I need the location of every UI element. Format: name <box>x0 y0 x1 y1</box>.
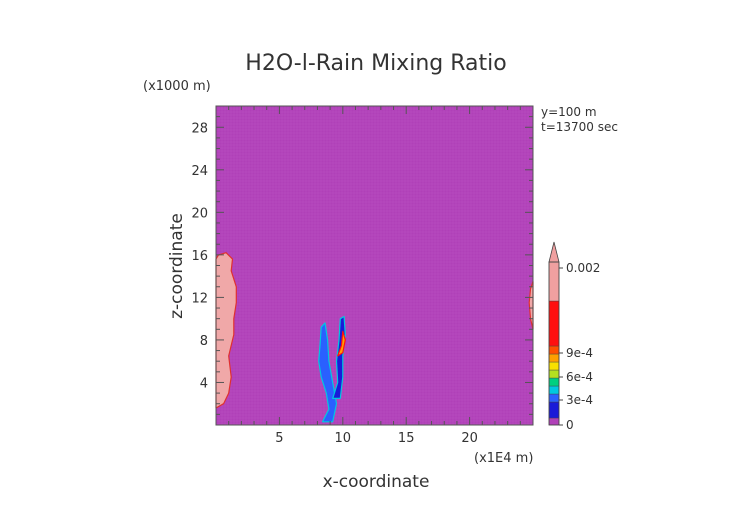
x-tick-label: 20 <box>461 431 478 446</box>
x-tick-label: 10 <box>335 431 352 446</box>
colorbar-frame <box>548 261 560 426</box>
x-unit-label: (x1E4 m) <box>474 451 533 466</box>
colorbar-band <box>548 261 560 302</box>
colorbar-label: 6e-4 <box>566 370 593 384</box>
colorbar-label: 0 <box>566 418 574 432</box>
info-line-t: t=13700 sec <box>541 120 618 134</box>
colorbar-band <box>548 353 560 363</box>
central-rain-shaft-3 <box>337 330 346 357</box>
y-axis-ticks: 4 8 12 16 20 24 28 <box>191 116 533 415</box>
x-tick-label: 5 <box>275 431 283 446</box>
chart-title: H2O-l-Rain Mixing Ratio <box>245 51 506 76</box>
colorbar-band <box>548 417 560 426</box>
y-tick-label: 28 <box>191 121 208 136</box>
colorbar-band <box>548 345 560 355</box>
colorbar-label: 9e-4 <box>566 346 593 360</box>
info-line-y: y=100 m <box>541 105 597 119</box>
colorbar-band <box>548 361 560 371</box>
colorbar-band <box>548 377 560 387</box>
y-axis-label: z-coordinate <box>167 213 187 319</box>
plot-area <box>215 105 534 426</box>
colorbar-label: 3e-4 <box>566 393 593 407</box>
x-axis-label: x-coordinate <box>323 472 430 492</box>
left-edge-rain-core <box>215 252 237 409</box>
colorbar-band <box>548 300 560 347</box>
central-rain-shaft-1 <box>318 322 338 423</box>
x-axis-ticks: 5 10 15 20 <box>228 106 521 446</box>
colorbar-band <box>548 369 560 379</box>
colorbar-band <box>548 385 560 395</box>
colorbar-label: 0.002 <box>566 261 600 275</box>
colorbar-band <box>548 393 560 403</box>
colorbar-band <box>548 401 560 419</box>
y-unit-label: (x1000 m) <box>143 79 211 94</box>
y-tick-label: 20 <box>191 206 208 221</box>
y-tick-label: 4 <box>200 376 208 391</box>
y-tick-label: 8 <box>200 334 208 349</box>
y-tick-label: 24 <box>191 164 208 179</box>
y-tick-label: 12 <box>191 291 208 306</box>
y-tick-label: 16 <box>191 249 208 264</box>
colorbar-extend <box>548 241 560 263</box>
field-texture <box>216 106 533 425</box>
x-tick-label: 15 <box>398 431 415 446</box>
colorbar: 0 3e-4 6e-4 9e-4 0.002 <box>548 241 600 432</box>
